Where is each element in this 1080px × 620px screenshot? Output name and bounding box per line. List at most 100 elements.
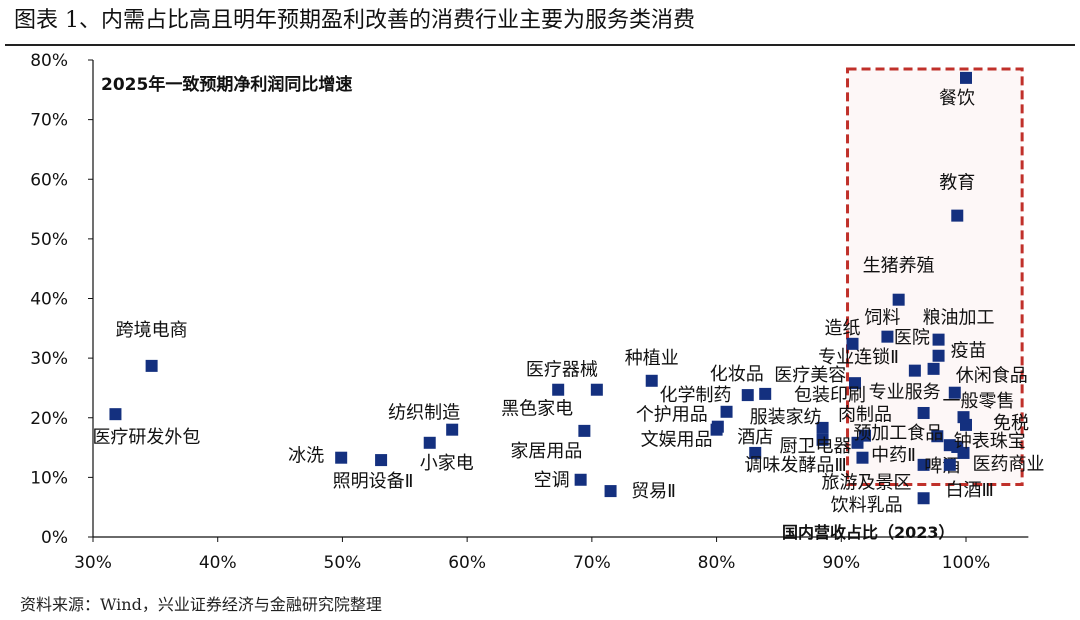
data-point	[917, 492, 930, 505]
data-point	[917, 458, 930, 471]
highlight-box	[846, 67, 1024, 487]
data-label: 餐饮	[939, 88, 975, 109]
data-label: 休闲食品	[956, 366, 1028, 387]
data-label: 专业服务	[869, 382, 941, 403]
data-label: 医疗器械	[526, 360, 598, 381]
data-point	[881, 330, 894, 343]
y-tick-label: 50%	[30, 230, 68, 250]
data-point	[759, 387, 772, 400]
data-point	[552, 383, 565, 396]
data-label: 生猪养殖	[863, 255, 935, 277]
x-tick-label: 60%	[448, 553, 486, 573]
data-point	[858, 429, 871, 442]
y-tick-label: 10%	[30, 468, 68, 488]
data-label: 跨境电商	[116, 320, 188, 341]
data-label: 化妆品	[710, 364, 764, 385]
data-point	[145, 359, 158, 372]
data-point	[932, 333, 945, 346]
y-tick-label: 70%	[30, 111, 68, 131]
data-point	[849, 377, 862, 390]
data-label: 家居用品	[510, 441, 582, 462]
x-tick-label: 40%	[199, 553, 237, 573]
data-label: 种植业	[625, 348, 679, 369]
data-label: 冰洗	[288, 446, 324, 467]
data-label: 旅游及景区	[821, 473, 911, 494]
data-point	[720, 405, 733, 418]
data-point	[892, 293, 905, 306]
y-tick-label: 60%	[30, 170, 68, 190]
x-tick-label: 30%	[74, 553, 112, 573]
data-label: 医院	[894, 328, 930, 349]
data-label: 造纸	[825, 318, 861, 339]
data-label: 服装家纺	[750, 407, 822, 428]
data-point	[960, 71, 972, 84]
y-tick-label: 40%	[30, 290, 68, 310]
data-label: 空调	[534, 470, 570, 491]
x-tick-label: 80%	[698, 553, 736, 573]
data-point	[948, 386, 961, 399]
data-label: 纺织制造	[388, 403, 460, 424]
data-point	[604, 485, 617, 498]
data-point	[574, 473, 587, 486]
figure-title: 图表 1、内需占比高且明年预期盈利改善的消费行业主要为服务类消费	[14, 8, 695, 33]
data-point	[943, 458, 956, 471]
data-point	[932, 349, 945, 362]
data-point	[951, 209, 964, 222]
data-point	[846, 337, 859, 350]
data-label: 医疗研发外包	[92, 427, 200, 448]
data-label: 钟表珠宝	[954, 431, 1026, 452]
data-point	[645, 374, 658, 387]
data-label: 包装印刷	[794, 385, 866, 406]
data-point	[375, 454, 388, 467]
data-label: 疫苗	[951, 341, 987, 362]
data-point	[816, 433, 829, 446]
data-label: 免税	[993, 413, 1029, 434]
y-axis-title: 2025年一致预期净利润同比增速	[101, 74, 352, 95]
data-label: 医药商业	[973, 454, 1045, 475]
data-label: 肉制品	[838, 405, 892, 426]
data-point	[335, 451, 348, 464]
data-point	[109, 408, 122, 421]
y-tick-label: 30%	[30, 349, 68, 369]
x-axis-title: 国内营收占比（2023）	[782, 523, 955, 542]
data-label: 化学制药	[660, 385, 732, 406]
data-label: 白酒Ⅲ	[946, 480, 994, 501]
data-label: 预加工食品	[853, 423, 943, 444]
source-note: 资料来源：Wind，兴业证券经济与金融研究院整理	[20, 595, 382, 614]
data-label: 教育	[939, 173, 975, 194]
data-point	[423, 436, 436, 449]
data-point	[446, 423, 459, 436]
data-label: 个护用品	[636, 405, 708, 426]
title-divider	[5, 44, 1075, 46]
data-label: 小家电	[420, 453, 474, 474]
data-label: 专业连锁Ⅱ	[818, 347, 899, 368]
data-label: 照明设备Ⅱ	[333, 471, 414, 492]
data-point	[957, 411, 970, 424]
data-point	[749, 446, 762, 459]
data-point	[931, 430, 944, 443]
x-tick-label: 50%	[324, 553, 362, 573]
data-label: 饮料乳品	[831, 495, 903, 516]
data-label: 文娱用品	[641, 430, 713, 451]
data-point	[578, 424, 591, 437]
data-label: 饲料	[864, 308, 900, 329]
x-tick-label: 70%	[573, 553, 611, 573]
data-point	[927, 362, 940, 375]
data-point	[957, 446, 970, 459]
y-tick-label: 80%	[30, 51, 68, 71]
data-point	[816, 421, 829, 434]
data-label: 医疗美容	[774, 365, 846, 386]
x-tick-label: 100%	[942, 553, 991, 573]
data-label: 酒店	[737, 427, 773, 448]
data-label: 中药Ⅱ	[871, 445, 916, 466]
data-point	[710, 423, 723, 436]
y-tick-label: 20%	[30, 409, 68, 429]
data-point	[908, 364, 921, 377]
data-point	[917, 406, 930, 419]
data-point	[741, 389, 754, 402]
data-label: 调味发酵品Ⅲ	[744, 455, 846, 476]
data-label: 粮油加工	[923, 308, 995, 329]
data-label: 贸易Ⅱ	[631, 481, 676, 502]
